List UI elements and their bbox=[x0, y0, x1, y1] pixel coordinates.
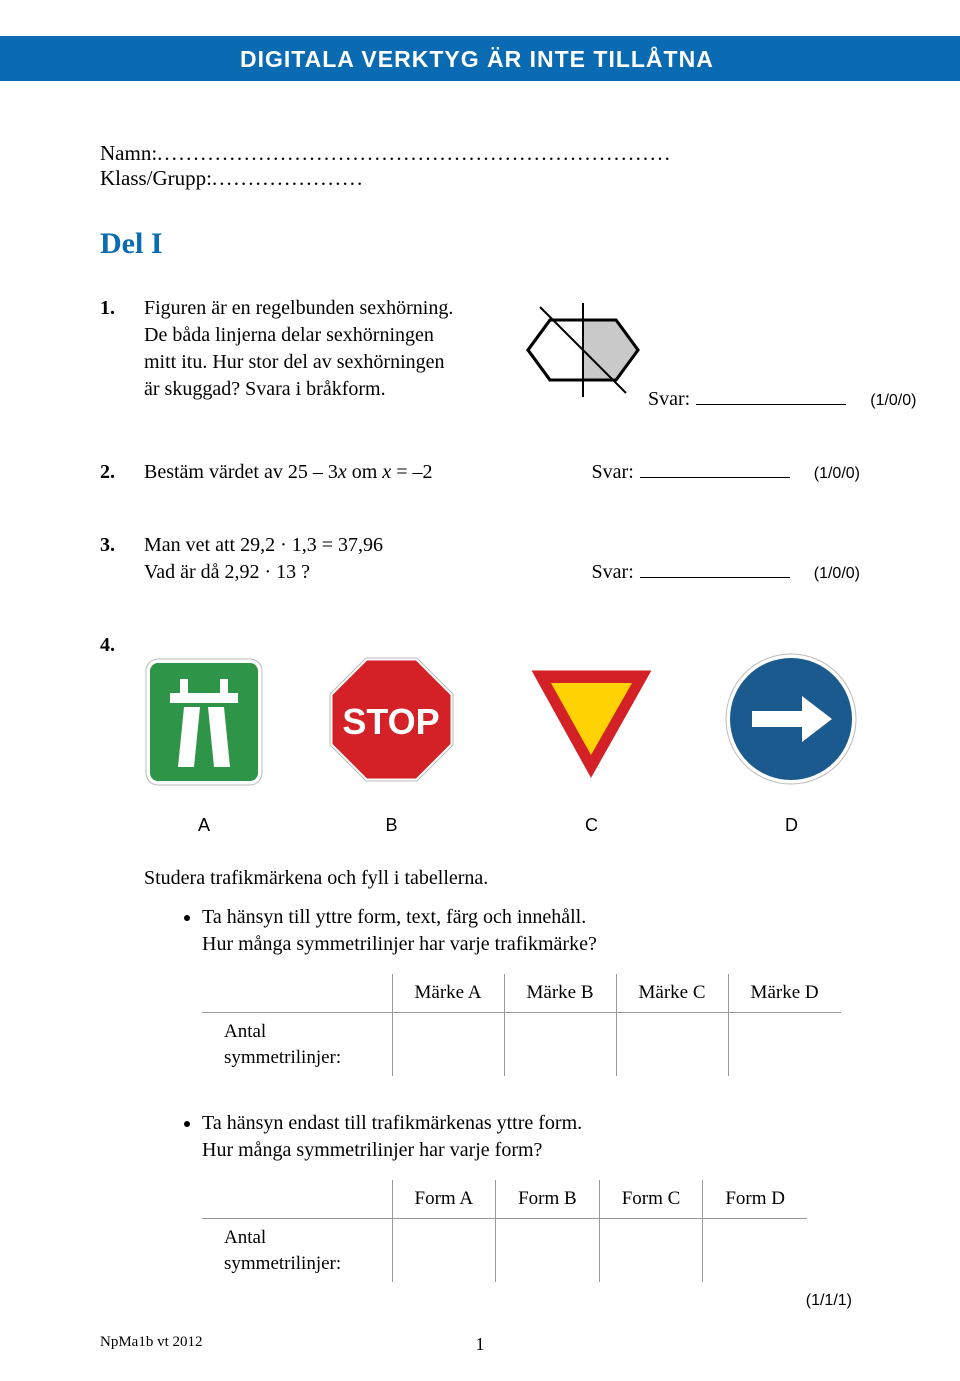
q4-num: 4. bbox=[100, 632, 144, 1312]
traffic-signs-row: A STOP B bbox=[144, 652, 860, 837]
name-row: Namn:...................................… bbox=[100, 141, 860, 191]
q2-num: 2. bbox=[100, 459, 144, 486]
q2-svar: Svar: bbox=[592, 459, 634, 486]
footer: NpMa1b vt 2012 1 bbox=[100, 1334, 860, 1351]
class-label: Klass/Grupp: bbox=[100, 166, 212, 190]
t2-cell-d[interactable] bbox=[703, 1218, 807, 1282]
q4-instruction: Studera trafikmärkena och fyll i tabelle… bbox=[144, 865, 860, 892]
t2-h-b: Form B bbox=[496, 1180, 600, 1218]
hexagon-figure bbox=[518, 295, 648, 413]
t1-h-d: Märke D bbox=[728, 974, 841, 1012]
q1-line1: Figuren är en regelbunden sexhörning. bbox=[144, 295, 504, 322]
sign-label-d: D bbox=[724, 813, 859, 837]
sign-label-c: C bbox=[519, 813, 664, 837]
q3-points: (1/0/0) bbox=[814, 563, 860, 585]
sign-label-a: A bbox=[144, 813, 264, 837]
q3-svar: Svar: bbox=[592, 559, 634, 586]
t2-cell-c[interactable] bbox=[599, 1218, 703, 1282]
q4-bullet-1: Ta hänsyn till yttre form, text, färg oc… bbox=[202, 904, 860, 958]
t1-cell-c[interactable] bbox=[616, 1012, 728, 1076]
q1-line3: mitt itu. Hur stor del av sexhörningen bbox=[144, 349, 504, 376]
sign-direction-icon bbox=[724, 652, 859, 787]
q3-answer-line[interactable] bbox=[640, 564, 790, 578]
t2-cell-b[interactable] bbox=[496, 1218, 600, 1282]
t2-row-label: Antal symmetrilinjer: bbox=[202, 1218, 392, 1282]
q3-num: 3. bbox=[100, 532, 144, 586]
question-2: 2. Bestäm värdet av 25 – 3x om x = –2 Sv… bbox=[100, 459, 860, 486]
t2-h-c: Form C bbox=[599, 1180, 703, 1218]
q2-text-c: = –2 bbox=[391, 461, 432, 483]
q4-bullet-2: Ta hänsyn endast till trafikmärkenas ytt… bbox=[202, 1110, 860, 1164]
t1-h-b: Märke B bbox=[504, 974, 616, 1012]
t1-h-c: Märke C bbox=[616, 974, 728, 1012]
q1-points: (1/0/0) bbox=[870, 390, 916, 412]
q3-line2: Vad är då 2,92 · 13 ? bbox=[144, 559, 383, 586]
table-2: Form A Form B Form C Form D Antal symmet… bbox=[202, 1180, 807, 1282]
t2-h-d: Form D bbox=[703, 1180, 807, 1218]
q2-text-a: Bestäm värdet av 25 – 3 bbox=[144, 461, 338, 483]
sign-motorway-icon bbox=[144, 657, 264, 787]
q1-line4: är skuggad? Svara i bråkform. bbox=[144, 376, 504, 403]
q1-num: 1. bbox=[100, 295, 144, 413]
q1-line2: De båda linjerna delar sexhörningen bbox=[144, 322, 504, 349]
class-dots: ..................... bbox=[212, 166, 364, 190]
t2-h-a: Form A bbox=[392, 1180, 496, 1218]
t1-cell-d[interactable] bbox=[728, 1012, 841, 1076]
name-label: Namn: bbox=[100, 141, 157, 165]
t1-h-a: Märke A bbox=[392, 974, 504, 1012]
del-heading: Del I bbox=[100, 227, 860, 261]
q3-line1: Man vet att 29,2 · 1,3 = 37,96 bbox=[144, 532, 383, 559]
q2-answer-line[interactable] bbox=[640, 464, 790, 478]
sign-label-b: B bbox=[324, 813, 459, 837]
q2-text-b: om bbox=[347, 461, 383, 483]
svg-text:STOP: STOP bbox=[342, 701, 439, 742]
sign-stop-icon: STOP bbox=[324, 652, 459, 787]
footer-left: NpMa1b vt 2012 bbox=[100, 1334, 203, 1351]
q4-points: (1/1/1) bbox=[144, 1290, 860, 1312]
question-1: 1. Figuren är en regelbunden sexhörning.… bbox=[100, 295, 860, 413]
sign-yield-icon bbox=[519, 657, 664, 787]
q1-answer-line[interactable] bbox=[696, 391, 846, 405]
t1-cell-a[interactable] bbox=[392, 1012, 504, 1076]
q1-svar: Svar: bbox=[648, 386, 690, 413]
question-3: 3. Man vet att 29,2 · 1,3 = 37,96 Vad är… bbox=[100, 532, 860, 586]
banner: DIGITALA VERKTYG ÄR INTE TILLÅTNA bbox=[0, 36, 960, 81]
t2-cell-a[interactable] bbox=[392, 1218, 496, 1282]
name-dots: ........................................… bbox=[157, 141, 672, 165]
banner-text: DIGITALA VERKTYG ÄR INTE TILLÅTNA bbox=[240, 46, 960, 73]
q2-points: (1/0/0) bbox=[814, 463, 860, 485]
q2-x2: x bbox=[382, 461, 391, 483]
t1-cell-b[interactable] bbox=[504, 1012, 616, 1076]
t1-row-label: Antal symmetrilinjer: bbox=[202, 1012, 392, 1076]
q2-x1: x bbox=[338, 461, 347, 483]
table-1: Märke A Märke B Märke C Märke D Antal sy… bbox=[202, 974, 841, 1076]
question-4: 4. A bbox=[100, 632, 860, 1312]
